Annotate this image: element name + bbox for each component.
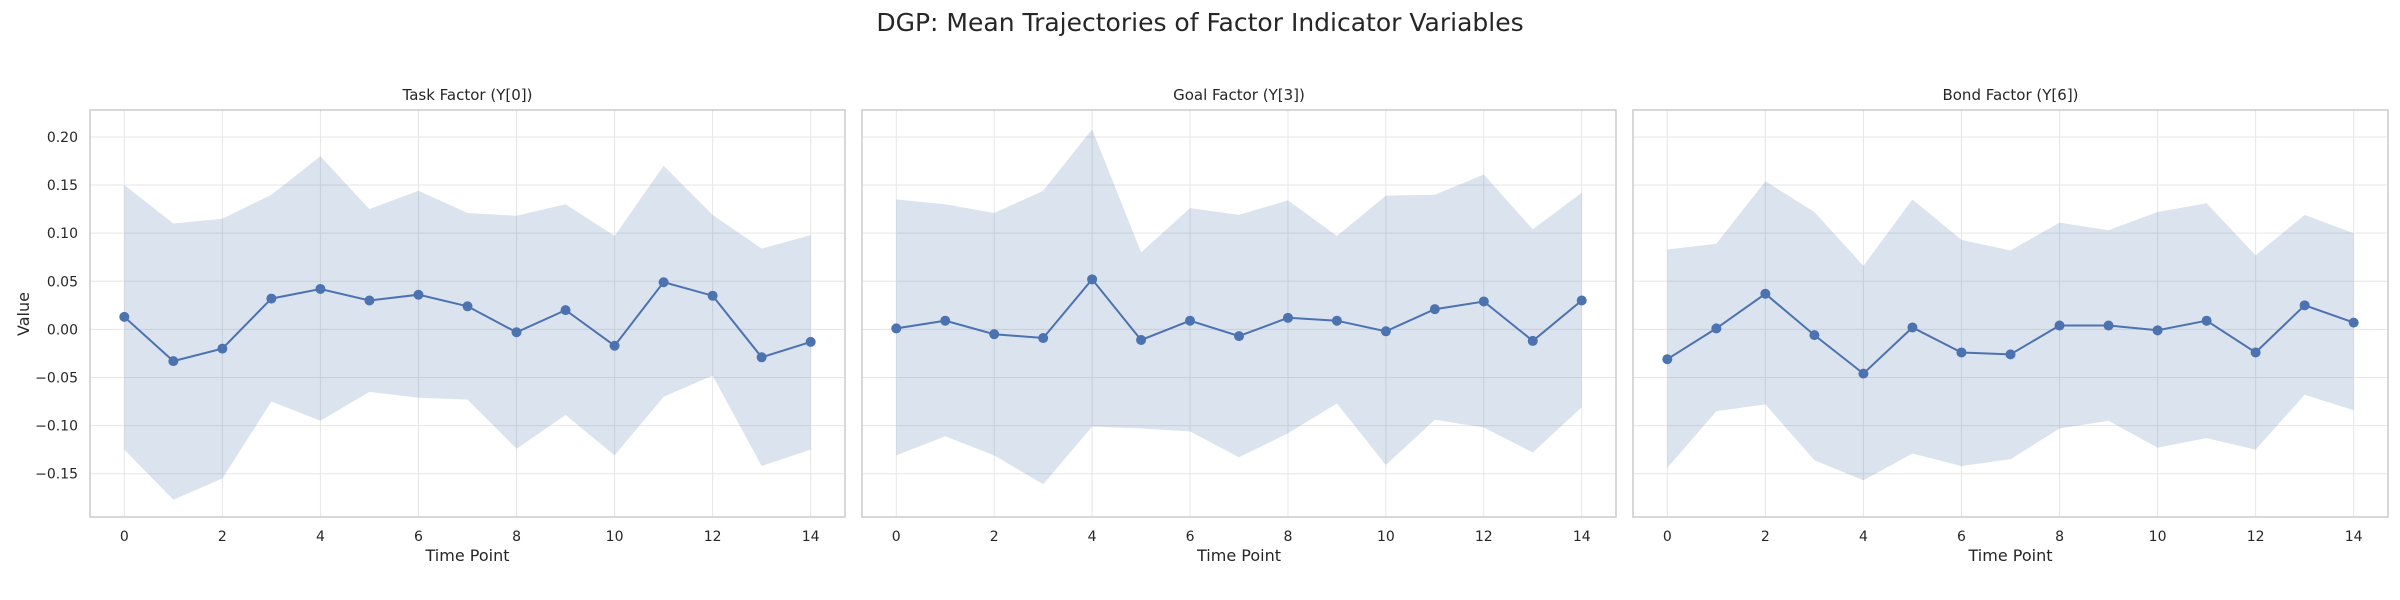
goal-factor-xlabel: Time Point xyxy=(1196,546,1281,565)
goal-factor-data-point[interactable] xyxy=(1136,334,1147,345)
bond-factor-panel: Bond Factor (Y[6]) Time Point 0 2 4 6 8 10 12 1… xyxy=(1632,86,2389,565)
bond-factor-data-point[interactable] xyxy=(1809,330,1820,341)
goal-factor-x-tick-label: 10 xyxy=(1377,529,1395,545)
bond-factor-data-point[interactable] xyxy=(1907,322,1918,333)
bond-factor-x-tick-label: 10 xyxy=(2149,529,2167,545)
task-factor-data-point[interactable] xyxy=(462,301,473,312)
task-factor-data-point[interactable] xyxy=(168,356,179,367)
y-tick-label: 0.05 xyxy=(47,274,78,290)
task-factor-data-point[interactable] xyxy=(217,343,228,354)
goal-factor-data-point[interactable] xyxy=(1234,331,1244,342)
bond-factor-data-point[interactable] xyxy=(2005,349,2016,360)
bond-factor-x-tick-label: 0 xyxy=(1663,529,1672,545)
bond-factor-x-tick-label: 8 xyxy=(2055,529,2064,545)
task-factor-x-tick-label: 4 xyxy=(316,529,325,545)
bond-factor-data-point[interactable] xyxy=(2152,325,2163,336)
goal-factor-data-point[interactable] xyxy=(940,315,951,326)
y-tick-label: 0.00 xyxy=(47,322,78,338)
goal-factor-data-point[interactable] xyxy=(1038,333,1049,344)
task-factor-x-tick-label: 10 xyxy=(606,529,624,545)
task-factor-data-point[interactable] xyxy=(315,283,326,294)
task-factor-x-tick-label: 12 xyxy=(704,529,722,545)
goal-factor-x-tick-label: 6 xyxy=(1186,529,1195,545)
goal-factor-data-point[interactable] xyxy=(1429,304,1440,315)
goal-factor-data-point[interactable] xyxy=(1282,312,1293,323)
bond-factor-x-tick-label: 14 xyxy=(2345,529,2363,545)
goal-factor-x-tick-label: 4 xyxy=(1088,529,1097,545)
task-factor-data-point[interactable] xyxy=(609,340,620,351)
goal-factor-data-point[interactable] xyxy=(989,329,1000,340)
task-factor-data-point[interactable] xyxy=(707,290,718,301)
task-factor-data-point[interactable] xyxy=(805,336,816,347)
figure-suptitle: DGP: Mean Trajectories of Factor Indicat… xyxy=(876,8,1523,37)
goal-factor-x-tick-label: 2 xyxy=(990,529,999,545)
bond-factor-data-point[interactable] xyxy=(1760,288,1771,299)
task-factor-data-point[interactable] xyxy=(266,293,277,304)
y-tick-label: −0.15 xyxy=(35,467,78,483)
y-tick-label: −0.05 xyxy=(35,370,78,386)
goal-factor-data-point[interactable] xyxy=(1331,315,1342,326)
task-factor-data-point[interactable] xyxy=(756,352,767,363)
task-factor-x-tick-label: 6 xyxy=(414,529,423,545)
task-factor-grid xyxy=(90,110,845,517)
goal-factor-data-point[interactable] xyxy=(1527,335,1538,346)
y-tick-label: 0.10 xyxy=(47,226,78,242)
bond-factor-x-tick-label: 4 xyxy=(1859,529,1868,545)
task-factor-axes-frame xyxy=(89,109,846,518)
bond-factor-data-point[interactable] xyxy=(2054,320,2065,331)
bond-factor-x-tick-label: 2 xyxy=(1761,529,1770,545)
value-ylabel: Value xyxy=(14,292,33,336)
task-factor-confidence-band xyxy=(124,156,811,500)
goal-factor-axes-frame xyxy=(861,109,1617,518)
goal-factor-x-tick-label: 12 xyxy=(1475,529,1493,545)
bond-factor-x-tick-label: 12 xyxy=(2247,529,2265,545)
task-factor-title: Task Factor (Y[0]) xyxy=(402,86,533,104)
goal-factor-data-point[interactable] xyxy=(1185,315,1196,326)
bond-factor-data-point[interactable] xyxy=(2348,317,2359,328)
task-factor-x-tick-label: 14 xyxy=(802,529,820,545)
task-factor-data-point[interactable] xyxy=(560,305,571,316)
task-factor-x-tick-label: 8 xyxy=(512,529,521,545)
goal-factor-data-point[interactable] xyxy=(1380,326,1391,337)
bond-factor-data-point[interactable] xyxy=(2103,320,2114,331)
task-factor-data-point[interactable] xyxy=(119,311,130,322)
bond-factor-axes-frame xyxy=(1632,109,2389,518)
task-factor-x-tick-label: 2 xyxy=(218,529,227,545)
bond-factor-data-point[interactable] xyxy=(1711,323,1722,334)
bond-factor-data-point[interactable] xyxy=(2299,300,2310,311)
y-tick-label: −0.10 xyxy=(35,419,78,435)
bond-factor-title: Bond Factor (Y[6]) xyxy=(1942,86,2078,104)
y-tick-label: 0.20 xyxy=(47,130,78,146)
goal-factor-data-point[interactable] xyxy=(1087,274,1098,285)
task-factor-data-point[interactable] xyxy=(658,277,669,288)
bond-factor-data-point[interactable] xyxy=(1662,354,1673,365)
bond-factor-xlabel: Time Point xyxy=(1968,546,2053,565)
task-factor-data-point[interactable] xyxy=(413,289,424,300)
task-factor-xlabel: Time Point xyxy=(425,546,510,565)
task-factor-panel: Task Factor (Y[0]) Time Point Value 0 2 4 6… xyxy=(14,86,846,565)
bond-factor-data-point[interactable] xyxy=(1858,368,1869,379)
goal-factor-data-point[interactable] xyxy=(1478,296,1489,307)
goal-factor-confidence-band xyxy=(896,129,1582,485)
bond-factor-confidence-band xyxy=(1667,181,2354,481)
y-tick-label: 0.15 xyxy=(47,178,78,194)
goal-factor-x-tick-label: 0 xyxy=(892,529,901,545)
goal-factor-x-tick-label: 8 xyxy=(1284,529,1293,545)
bond-factor-data-point[interactable] xyxy=(2250,347,2261,358)
bond-factor-data-point[interactable] xyxy=(1956,347,1967,358)
bond-factor-x-tick-label: 6 xyxy=(1957,529,1966,545)
task-factor-x-tick-label: 0 xyxy=(120,529,129,545)
goal-factor-data-point[interactable] xyxy=(891,323,902,334)
goal-factor-panel: Goal Factor (Y[3]) Time Point 0 2 4 6 8 10 12 1… xyxy=(861,86,1617,565)
goal-factor-title: Goal Factor (Y[3]) xyxy=(1173,86,1305,104)
bond-factor-grid xyxy=(1633,110,2388,517)
bond-factor-data-point[interactable] xyxy=(2201,315,2212,326)
task-factor-data-point[interactable] xyxy=(364,295,375,306)
goal-factor-data-point[interactable] xyxy=(1576,295,1587,306)
task-factor-data-point[interactable] xyxy=(511,327,522,338)
goal-factor-x-tick-label: 14 xyxy=(1573,529,1591,545)
